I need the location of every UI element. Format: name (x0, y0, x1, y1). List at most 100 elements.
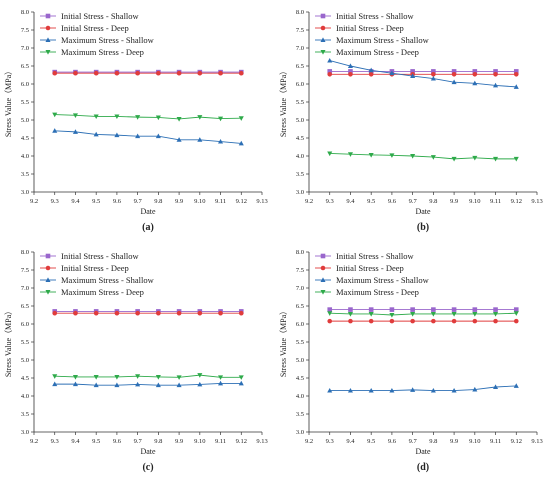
data-point (52, 310, 58, 316)
y-tick-label: 6.0 (21, 81, 29, 88)
legend-label: Initial Stress - Deep (61, 263, 129, 273)
x-tick-label: 9.12 (236, 438, 247, 445)
data-point (327, 57, 333, 63)
legend-entry: Maximum Stress - Deep (40, 47, 144, 57)
data-point (135, 374, 141, 379)
series-line (54, 374, 242, 378)
x-tick-label: 9.13 (256, 438, 267, 445)
data-point (410, 307, 415, 312)
y-tick-label: 8.0 (296, 9, 304, 16)
legend-marker (320, 277, 326, 282)
data-point (155, 133, 161, 139)
series-square (52, 69, 244, 75)
data-point (327, 307, 333, 312)
x-tick-label: 9.6 (388, 438, 397, 445)
data-point (156, 310, 161, 316)
data-point (93, 382, 99, 388)
data-point (197, 70, 203, 76)
data-point (389, 318, 395, 324)
x-tick-label: 9.3 (326, 438, 334, 445)
data-point (493, 71, 498, 77)
x-tick-label: 9.3 (51, 198, 59, 205)
panel-label: (b) (417, 222, 429, 233)
data-point (472, 71, 478, 77)
data-point (73, 310, 78, 316)
data-point (348, 71, 353, 77)
data-point (135, 133, 141, 139)
legend-marker (45, 253, 51, 259)
y-tick-label: 3.5 (21, 411, 29, 418)
data-point (238, 380, 244, 386)
legend-entry: Initial Stress - Deep (315, 23, 404, 33)
legend-label: Maximum Stress - Deep (61, 287, 144, 297)
data-point (368, 311, 374, 317)
y-tick-label: 4.5 (21, 135, 29, 142)
series-triangle-up (327, 57, 519, 89)
y-tick-label: 5.5 (296, 99, 304, 106)
data-point (135, 70, 140, 76)
data-point (451, 156, 457, 162)
data-point (114, 382, 120, 388)
y-axis-label: Stress Value（MPa） (279, 307, 288, 377)
data-point (410, 387, 416, 392)
series-circle (52, 310, 244, 316)
data-point (93, 374, 99, 380)
legend-entry: Maximum Stress - Deep (315, 47, 419, 57)
series-line (54, 114, 242, 120)
data-point (348, 307, 353, 312)
x-tick-label: 9.11 (490, 438, 501, 445)
data-point (430, 311, 436, 317)
x-axis-label: Date (140, 447, 156, 456)
data-point (451, 318, 457, 324)
x-tick-label: 9.8 (154, 438, 162, 445)
data-point (368, 67, 374, 73)
legend-label: Maximum Stress - Deep (61, 47, 144, 57)
x-tick-label: 9.7 (134, 198, 143, 205)
legend-marker (45, 277, 51, 282)
x-tick-label: 9.9 (450, 438, 458, 445)
legend-marker (320, 37, 326, 42)
chart-panel-a: 3.0 3.5 4.0 4.5 5.0 5.5 6.0 6.5 7.0 7.5 8.0 9.2 9.3 9… (4, 9, 268, 233)
y-tick-label: 5.5 (296, 339, 304, 346)
data-point (389, 307, 395, 312)
legend-entry: Initial Stress - Shallow (40, 251, 140, 261)
x-tick-label: 9.9 (175, 438, 183, 445)
y-tick-label: 6.0 (296, 321, 304, 328)
series-circle (327, 71, 519, 77)
data-point (155, 382, 161, 388)
chart-panel-b: 3.0 3.5 4.0 4.5 5.0 5.5 6.0 6.5 7.0 7.5 8.0 9.2 9.3 9… (279, 9, 543, 233)
x-tick-label: 9.12 (511, 198, 522, 205)
data-point (368, 387, 374, 393)
legend-label: Maximum Stress - Shallow (61, 35, 155, 45)
data-point (52, 374, 58, 379)
y-tick-label: 4.0 (21, 393, 29, 400)
y-tick-label: 8.0 (21, 249, 29, 256)
y-axis-label: Stress Value（MPa） (4, 307, 13, 377)
x-tick-label: 9.8 (429, 438, 437, 445)
data-point (176, 382, 182, 388)
x-tick-label: 9.10 (194, 438, 205, 445)
series-line (54, 382, 242, 386)
data-point (493, 318, 498, 324)
x-tick-label: 9.12 (236, 198, 247, 205)
data-point (347, 63, 353, 68)
data-point (156, 70, 161, 76)
data-point (472, 155, 478, 161)
data-point (472, 311, 478, 317)
x-tick-label: 9.2 (305, 438, 313, 445)
chart-panel-c: 3.0 3.5 4.0 4.5 5.0 5.5 6.0 6.5 7.0 7.5 8.0 9.2 9.3 9… (4, 249, 268, 473)
data-point (72, 129, 78, 134)
legend-marker (320, 253, 326, 259)
y-axis-label: Stress Value（MPa） (279, 67, 288, 137)
legend-entry: Initial Stress - Deep (40, 263, 129, 273)
x-tick-label: 9.4 (71, 198, 80, 205)
y-tick-label: 4.0 (21, 153, 29, 160)
data-point (327, 318, 333, 324)
data-point (431, 69, 436, 74)
data-point (410, 311, 416, 317)
data-point (218, 138, 224, 144)
data-point (238, 310, 244, 316)
data-point (389, 387, 395, 393)
data-point (238, 116, 244, 121)
